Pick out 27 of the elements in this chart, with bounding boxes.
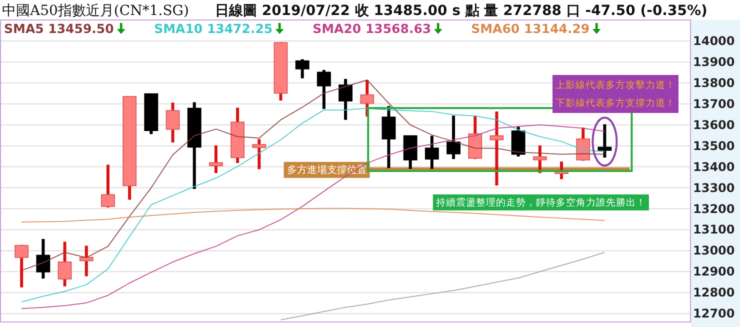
text: SMA5 13459.50	[4, 21, 114, 36]
y-tick-label: 12800	[693, 286, 735, 300]
y-tick-label: 13000	[693, 244, 735, 258]
chart-title: 中國A50指數近月(CN*1.SG)	[2, 3, 189, 19]
line-series	[21, 79, 606, 271]
line-series	[280, 252, 606, 320]
annotation: 下影線代表多方支撐力道！	[556, 96, 676, 109]
y-tick-label: 13300	[693, 180, 735, 195]
text: SMA10 13472.25	[154, 21, 273, 36]
y-tick-label: 13800	[693, 76, 735, 90]
ref-line-label: 多方進場支撐位置	[286, 164, 367, 176]
annotation: 持續震盪整理的走勢，靜待多空角力誰先勝出！	[436, 196, 646, 208]
line-series	[21, 208, 606, 222]
annotation: 上影線代表多方攻擊力道！	[556, 78, 676, 91]
text: SMA60 13144.29	[471, 21, 590, 36]
y-tick-label: 13200	[693, 202, 735, 216]
y-tick-label: 13900	[693, 54, 735, 69]
chart-subtitle: 日線圖 2019/07/22 收 13485.00 s 點 量 272788 口 -47.50 (-0.35%)	[214, 3, 708, 19]
y-tick-label: 13100	[693, 222, 735, 237]
y-tick-label: 14000	[693, 34, 735, 48]
text: SMA20 13568.63	[312, 21, 432, 36]
y-tick-label: 12700	[693, 306, 735, 321]
y-tick-label: 13500	[693, 138, 735, 153]
y-tick-label: 13600	[693, 118, 735, 132]
y-tick-label: 13700	[693, 96, 735, 111]
y-tick-label: 13400	[693, 160, 735, 174]
y-tick-label: 12900	[693, 264, 735, 279]
